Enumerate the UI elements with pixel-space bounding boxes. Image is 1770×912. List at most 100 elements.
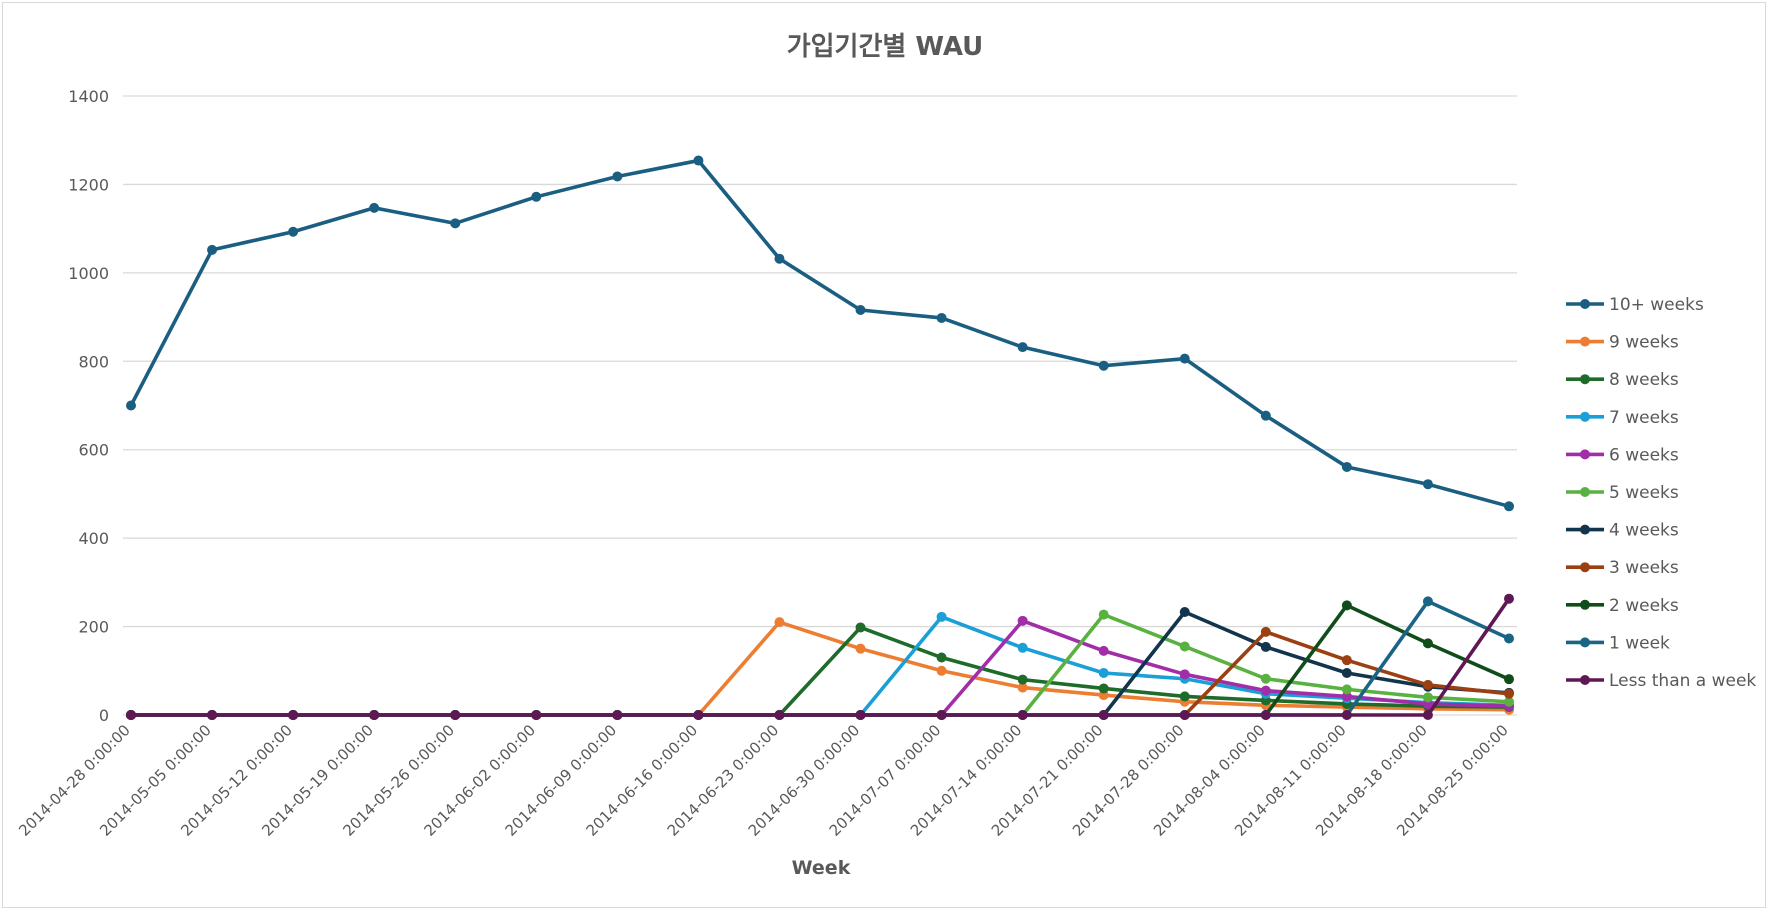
data-point bbox=[207, 244, 218, 255]
data-point bbox=[450, 710, 461, 720]
y-tick-label: 800 bbox=[78, 352, 109, 371]
data-point bbox=[1179, 641, 1190, 652]
legend-item: 4 weeks bbox=[1566, 521, 1679, 541]
data-point bbox=[1341, 667, 1352, 678]
series-11 bbox=[126, 593, 1514, 720]
data-point bbox=[1017, 642, 1028, 653]
data-point bbox=[693, 710, 704, 720]
legend: 10+ weeks 9 weeks 8 weeks 7 weeks 6 weeks 5 w… bbox=[1566, 295, 1756, 691]
data-point bbox=[936, 665, 947, 676]
legend-label: Less than a week bbox=[1609, 671, 1756, 691]
series-2 bbox=[126, 617, 1514, 720]
data-point bbox=[1098, 360, 1109, 371]
legend-item: 8 weeks bbox=[1566, 370, 1679, 390]
gridlines bbox=[123, 95, 1517, 716]
legend-swatch-marker bbox=[1580, 411, 1590, 422]
data-point bbox=[1504, 696, 1514, 707]
data-point bbox=[1422, 692, 1433, 703]
data-point bbox=[1098, 683, 1109, 694]
data-point bbox=[693, 155, 704, 166]
data-point bbox=[531, 191, 542, 202]
data-point bbox=[855, 304, 866, 315]
legend-label: 1 week bbox=[1609, 633, 1670, 653]
data-point bbox=[1017, 674, 1028, 685]
data-point bbox=[1422, 596, 1433, 607]
legend-swatch-marker bbox=[1580, 299, 1590, 309]
data-point bbox=[855, 622, 866, 633]
data-point bbox=[1341, 600, 1352, 611]
data-point bbox=[1260, 626, 1271, 637]
legend-label: 3 weeks bbox=[1609, 558, 1679, 578]
data-point bbox=[1341, 710, 1352, 720]
data-point bbox=[1098, 645, 1109, 656]
legend-item: Less than a week bbox=[1566, 671, 1756, 691]
legend-item: 10+ weeks bbox=[1566, 295, 1704, 315]
data-point bbox=[1179, 710, 1190, 720]
legend-swatch-marker bbox=[1580, 562, 1590, 573]
data-point bbox=[774, 253, 785, 264]
y-tick-label: 600 bbox=[78, 441, 109, 460]
y-tick-label: 1400 bbox=[68, 87, 109, 106]
data-point bbox=[1504, 688, 1514, 699]
legend-swatch-marker bbox=[1580, 449, 1590, 460]
data-point bbox=[1260, 641, 1271, 652]
data-point bbox=[1341, 655, 1352, 666]
series-line bbox=[129, 625, 1511, 717]
data-point bbox=[1422, 638, 1433, 649]
data-point bbox=[612, 710, 623, 720]
y-tick-label: 1200 bbox=[68, 175, 109, 194]
data-point bbox=[369, 202, 380, 213]
data-point bbox=[1260, 685, 1271, 696]
data-point bbox=[1341, 691, 1352, 702]
data-point bbox=[1422, 710, 1433, 720]
data-point bbox=[1504, 593, 1514, 604]
legend-swatch-marker bbox=[1580, 599, 1590, 610]
data-point bbox=[936, 312, 947, 323]
data-point bbox=[369, 710, 380, 720]
data-point bbox=[126, 400, 136, 411]
data-point bbox=[936, 710, 947, 720]
legend-item: 9 weeks bbox=[1566, 333, 1679, 353]
legend-swatch-marker bbox=[1580, 336, 1590, 347]
data-point bbox=[855, 643, 866, 654]
data-point bbox=[1422, 679, 1433, 690]
legend-label: 4 weeks bbox=[1609, 521, 1679, 541]
data-point bbox=[531, 710, 542, 720]
legend-item: 5 weeks bbox=[1566, 483, 1679, 503]
legend-label: 5 weeks bbox=[1609, 483, 1679, 503]
legend-swatch-marker bbox=[1580, 524, 1590, 535]
data-point bbox=[1341, 684, 1352, 695]
legend-label: 8 weeks bbox=[1609, 370, 1679, 390]
legend-label: 7 weeks bbox=[1609, 408, 1679, 428]
legend-item: 2 weeks bbox=[1566, 596, 1679, 616]
series-line bbox=[129, 596, 1511, 717]
data-point bbox=[1017, 682, 1028, 693]
data-point bbox=[1504, 633, 1514, 644]
data-point bbox=[1179, 669, 1190, 680]
y-tick-label: 200 bbox=[78, 618, 109, 637]
legend-item: 1 week bbox=[1566, 633, 1670, 653]
data-point bbox=[1504, 501, 1514, 512]
legend-swatch-marker bbox=[1580, 675, 1590, 685]
data-point bbox=[288, 226, 299, 237]
data-point bbox=[1179, 353, 1190, 364]
line-chart: 가입기간별 WAU 0 200 400 600 800 1000 1200 1400 2014… bbox=[15, 32, 1756, 879]
data-point bbox=[1098, 710, 1109, 720]
data-point bbox=[1260, 710, 1271, 720]
data-point bbox=[1017, 710, 1028, 720]
y-tick-label: 1000 bbox=[68, 264, 109, 283]
legend-swatch-marker bbox=[1580, 637, 1590, 648]
y-tick-label: 400 bbox=[78, 529, 109, 548]
data-point bbox=[126, 710, 136, 720]
legend-swatch-marker bbox=[1580, 374, 1590, 385]
data-point bbox=[1422, 479, 1433, 490]
legend-label: 6 weeks bbox=[1609, 445, 1679, 465]
data-point bbox=[1504, 674, 1514, 685]
legend-label: 2 weeks bbox=[1609, 596, 1679, 616]
y-tick-label: 0 bbox=[99, 706, 109, 725]
data-point bbox=[1017, 615, 1028, 626]
data-point bbox=[1260, 410, 1271, 421]
data-point bbox=[936, 611, 947, 622]
legend-item: 7 weeks bbox=[1566, 408, 1679, 428]
